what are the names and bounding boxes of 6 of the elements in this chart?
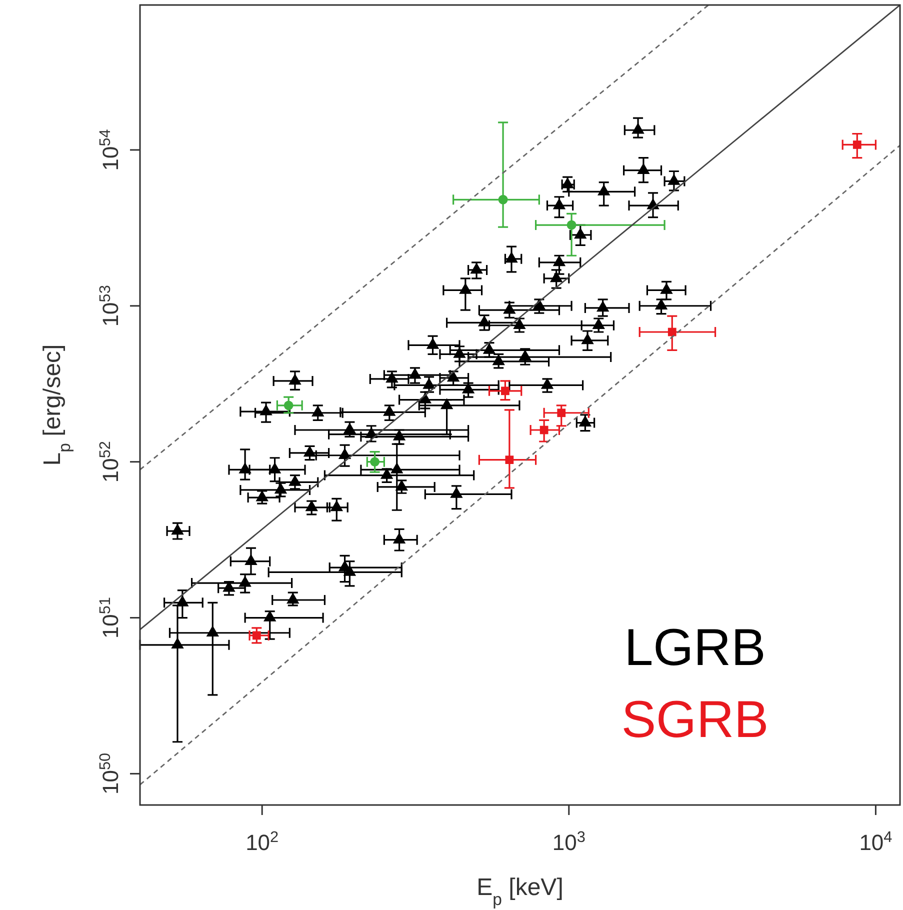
text: SGRB — [621, 691, 769, 749]
x-axis-title: E$_{p}$ [keV] — [476, 874, 564, 908]
text: LGRB — [624, 619, 766, 677]
x-tick-label: 10$^{3}$ — [552, 828, 586, 855]
x-tick-label: 10$^{4}$ — [859, 828, 893, 855]
x-tick-label: 10$^{2}$ — [246, 828, 279, 855]
